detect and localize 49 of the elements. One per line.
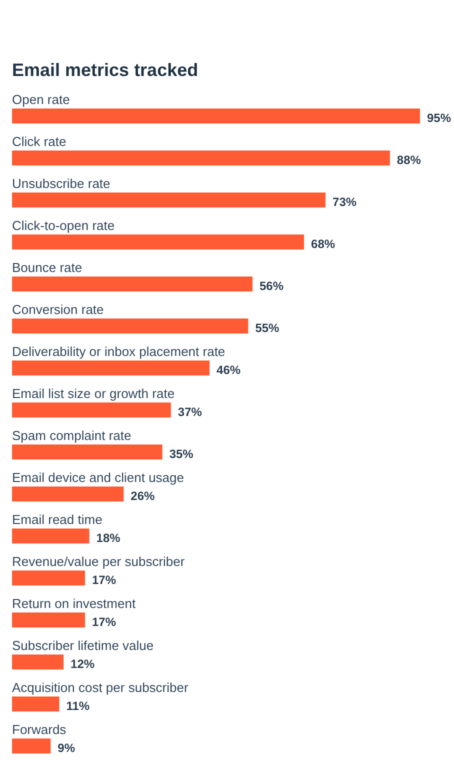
data-label: 11% — [66, 699, 90, 713]
y-tick-label: Return on investment — [12, 596, 136, 611]
bar — [12, 444, 162, 460]
bar — [12, 318, 248, 334]
y-tick-label: Subscriber lifetime value — [12, 638, 154, 653]
data-label: 46% — [216, 363, 241, 377]
data-label: 26% — [130, 489, 156, 503]
bar — [12, 486, 124, 502]
bar — [12, 402, 171, 418]
data-label: 9% — [58, 741, 76, 755]
bar — [12, 696, 60, 712]
data-label: 68% — [311, 237, 336, 251]
y-tick-label: Deliverability or inbox placement rate — [12, 344, 226, 359]
bar — [12, 234, 304, 250]
y-tick-label: Revenue/value per subscriber — [12, 554, 186, 569]
data-label: 37% — [178, 405, 202, 419]
y-tick-label: Bounce rate — [12, 260, 82, 275]
bar — [12, 654, 64, 670]
data-label: 18% — [96, 531, 121, 545]
y-tick-label: Open rate — [12, 92, 70, 107]
data-label: 55% — [255, 321, 280, 335]
y-tick-label: Forwards — [12, 722, 67, 737]
y-tick-label: Email read time — [12, 512, 102, 527]
y-tick-label: Unsubscribe rate — [12, 176, 110, 191]
data-label: 73% — [332, 195, 357, 209]
y-tick-label: Email list size or growth rate — [12, 386, 175, 401]
bar — [12, 360, 210, 376]
bar — [12, 528, 90, 544]
chart-title: Email metrics tracked — [12, 60, 198, 80]
bar — [12, 276, 253, 292]
y-tick-label: Acquisition cost per subscriber — [12, 680, 189, 695]
data-label: 88% — [396, 153, 422, 167]
bar — [12, 738, 51, 754]
data-label: 17% — [92, 615, 116, 629]
data-label: 12% — [70, 657, 95, 671]
bar — [12, 570, 86, 586]
y-tick-label: Click rate — [12, 134, 66, 149]
y-tick-label: Email device and client usage — [12, 470, 184, 485]
y-tick-label: Spam complaint rate — [12, 428, 132, 443]
bar — [12, 150, 390, 166]
data-label: 95% — [427, 111, 452, 125]
data-label: 56% — [260, 279, 284, 293]
bar — [12, 612, 86, 628]
bar — [12, 108, 420, 124]
data-label: 35% — [169, 447, 194, 461]
data-label: 17% — [92, 573, 116, 587]
bar — [12, 192, 326, 208]
y-tick-label: Click-to-open rate — [12, 218, 115, 233]
y-tick-label: Conversion rate — [12, 302, 104, 317]
